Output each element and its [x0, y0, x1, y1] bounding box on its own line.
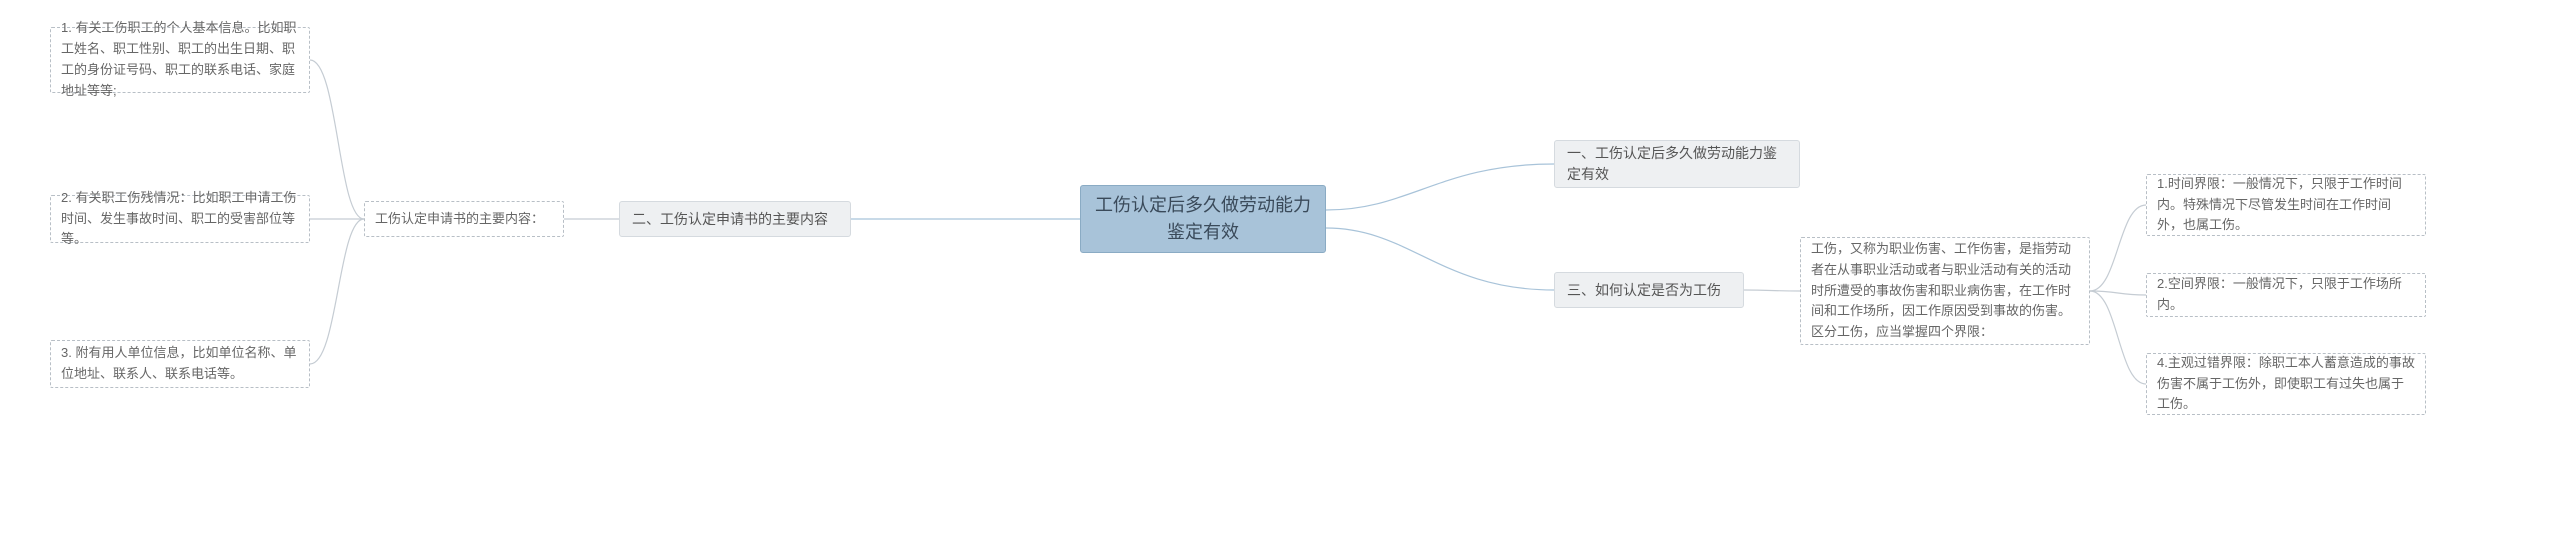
branch-3-leaf-1: 1.时间界限：一般情况下，只限于工作时间内。特殊情况下尽管发生时间在工作时间外，… [2146, 174, 2426, 236]
branch-3-leaf-2-text: 2.空间界限：一般情况下，只限于工作场所内。 [2157, 274, 2415, 316]
branch-3-leaf-3: 4.主观过错界限：除职工本人蓄意造成的事故伤害不属于工伤外，即使职工有过失也属于… [2146, 353, 2426, 415]
branch-3-text: 三、如何认定是否为工伤 [1567, 280, 1721, 301]
branch-2-sub: 工伤认定申请书的主要内容： [364, 201, 564, 237]
branch-2-leaf-1-text: 1. 有关工伤职工的个人基本信息。比如职工姓名、职工性别、职工的出生日期、职工的… [61, 18, 299, 101]
branch-2-leaf-3: 3. 附有用人单位信息，比如单位名称、单位地址、联系人、联系电话等。 [50, 340, 310, 388]
branch-3-sub-text: 工伤，又称为职业伤害、工作伤害，是指劳动者在从事职业活动或者与职业活动有关的活动… [1811, 239, 2079, 343]
branch-3-leaf-1-text: 1.时间界限：一般情况下，只限于工作时间内。特殊情况下尽管发生时间在工作时间外，… [2157, 174, 2415, 236]
branch-2-leaf-2: 2. 有关职工伤残情况：比如职工申请工伤时间、发生事故时间、职工的受害部位等等。 [50, 195, 310, 243]
branch-3: 三、如何认定是否为工伤 [1554, 272, 1744, 308]
root-text: 工伤认定后多久做劳动能力鉴定有效 [1095, 192, 1311, 246]
branch-3-sub: 工伤，又称为职业伤害、工作伤害，是指劳动者在从事职业活动或者与职业活动有关的活动… [1800, 237, 2090, 345]
branch-3-leaf-2: 2.空间界限：一般情况下，只限于工作场所内。 [2146, 273, 2426, 317]
branch-3-leaf-3-text: 4.主观过错界限：除职工本人蓄意造成的事故伤害不属于工伤外，即使职工有过失也属于… [2157, 353, 2415, 415]
branch-1: 一、工伤认定后多久做劳动能力鉴定有效 [1554, 140, 1800, 188]
root-node: 工伤认定后多久做劳动能力鉴定有效 [1080, 185, 1326, 253]
branch-2-text: 二、工伤认定申请书的主要内容 [632, 209, 828, 230]
branch-2-leaf-3-text: 3. 附有用人单位信息，比如单位名称、单位地址、联系人、联系电话等。 [61, 343, 299, 385]
branch-2-leaf-2-text: 2. 有关职工伤残情况：比如职工申请工伤时间、发生事故时间、职工的受害部位等等。 [61, 188, 299, 250]
branch-2-sub-text: 工伤认定申请书的主要内容： [375, 209, 544, 230]
branch-1-text: 一、工伤认定后多久做劳动能力鉴定有效 [1567, 143, 1787, 185]
branch-2: 二、工伤认定申请书的主要内容 [619, 201, 851, 237]
branch-2-leaf-1: 1. 有关工伤职工的个人基本信息。比如职工姓名、职工性别、职工的出生日期、职工的… [50, 27, 310, 93]
